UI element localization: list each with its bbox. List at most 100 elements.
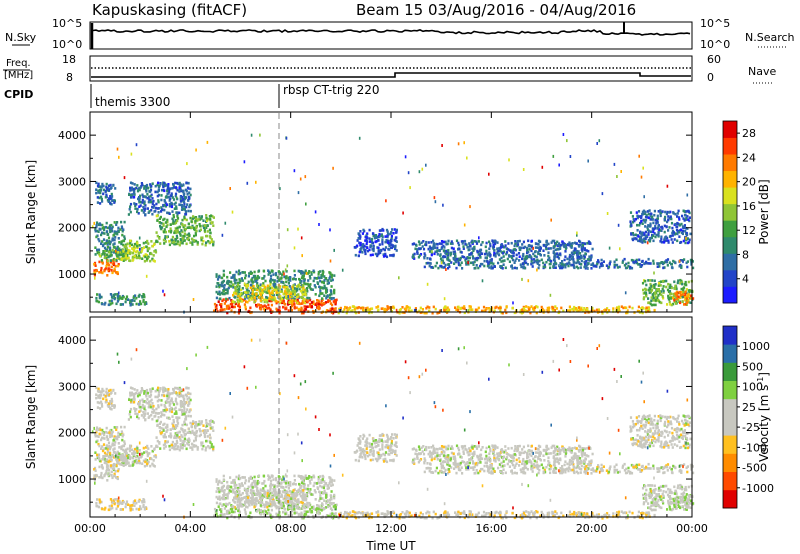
power-cell [563, 258, 566, 262]
velocity-cell [103, 451, 107, 455]
power-cell [684, 241, 687, 245]
power-cell [658, 300, 661, 304]
power-cell [648, 291, 651, 295]
power-cell [277, 300, 280, 304]
power-cell [176, 215, 179, 218]
power-cell [356, 244, 359, 248]
power-cell [581, 243, 585, 247]
power-cell [129, 251, 132, 254]
power-cell [641, 234, 644, 237]
power-cell [196, 243, 199, 246]
power-cell [569, 255, 573, 258]
power-cell [650, 212, 653, 216]
velocity-cell [103, 455, 106, 458]
power-cell [564, 247, 567, 250]
power-cell [279, 295, 282, 298]
power-cell [163, 230, 166, 234]
velocity-cell [120, 430, 123, 433]
power-cell [173, 203, 176, 206]
power-noise-cell [305, 272, 308, 275]
power-cell [639, 215, 642, 218]
power-cell [173, 231, 176, 235]
power-cell [436, 253, 439, 256]
velocity-cell [117, 431, 120, 435]
velocity-cell [113, 474, 116, 478]
velocity-cell [138, 404, 141, 408]
power-cell [227, 286, 230, 290]
power-cell [106, 243, 109, 246]
power-cell [109, 183, 112, 187]
power-cell [481, 241, 484, 244]
power-cell [237, 304, 240, 308]
power-cell [645, 260, 648, 264]
power-cell [168, 243, 171, 247]
power-cell [129, 205, 132, 208]
power-cell [185, 205, 188, 209]
power-cell [425, 306, 428, 310]
velocity-cell [140, 414, 143, 417]
power-cell [228, 296, 231, 300]
power-cell [433, 252, 436, 256]
velocity-cell [189, 421, 192, 425]
power-cell [408, 306, 411, 310]
power-cell [183, 202, 186, 205]
power-cell [559, 266, 562, 270]
power-cell [167, 185, 170, 189]
power-cell [502, 263, 505, 266]
power-cell [287, 279, 290, 282]
power-cell [107, 233, 110, 236]
velocity-cell [177, 387, 180, 390]
power-cell [303, 308, 306, 311]
power-cell [293, 302, 296, 306]
power-cell [546, 306, 549, 310]
velocity-cell [99, 428, 102, 432]
velocity-cell [191, 422, 195, 425]
power-noise-cell [206, 140, 209, 144]
velocity-cell [113, 404, 116, 408]
power-cell [522, 305, 525, 309]
power-cell [617, 305, 621, 309]
power-noise-cell [409, 186, 411, 190]
power-cell [687, 210, 690, 213]
power-cell [442, 261, 446, 265]
power-cell [585, 260, 588, 263]
power-cell [430, 265, 433, 269]
power-cell [101, 244, 105, 248]
velocity-cell [174, 391, 178, 394]
power-cell [630, 233, 633, 236]
velocity-cell [133, 398, 136, 401]
power-cell [311, 288, 314, 291]
power-cell [585, 249, 588, 252]
power-cell [649, 282, 652, 286]
velocity-cell [173, 446, 176, 449]
power-cell [132, 251, 135, 255]
power-cell [657, 210, 660, 213]
velocity-cell [150, 389, 153, 393]
power-cell [118, 297, 121, 300]
power-cell [675, 300, 678, 303]
power-cell [570, 251, 573, 255]
power-cell [362, 308, 365, 312]
power-cell [370, 307, 374, 310]
power-cell [526, 251, 529, 255]
velocity-cell [100, 400, 103, 404]
power-cell [206, 219, 209, 223]
power-cell [680, 240, 683, 244]
station-title: Kapuskasing (fitACF) [92, 1, 247, 19]
velocity-cell [182, 403, 185, 406]
power-cell [372, 244, 375, 248]
power-cell [178, 183, 181, 186]
power-noise-cell [638, 154, 640, 158]
velocity-cell [128, 398, 131, 401]
power-cell [310, 301, 314, 304]
power-cell [291, 299, 294, 302]
power-cell [522, 252, 525, 256]
velocity-cell [126, 456, 129, 460]
velocity-cell [113, 472, 116, 476]
power-cell [189, 204, 192, 207]
power-cell [447, 256, 450, 259]
power-cell [181, 230, 184, 234]
power-cell [100, 269, 103, 273]
power-cell [277, 308, 280, 312]
power-noise-cell [466, 156, 468, 160]
